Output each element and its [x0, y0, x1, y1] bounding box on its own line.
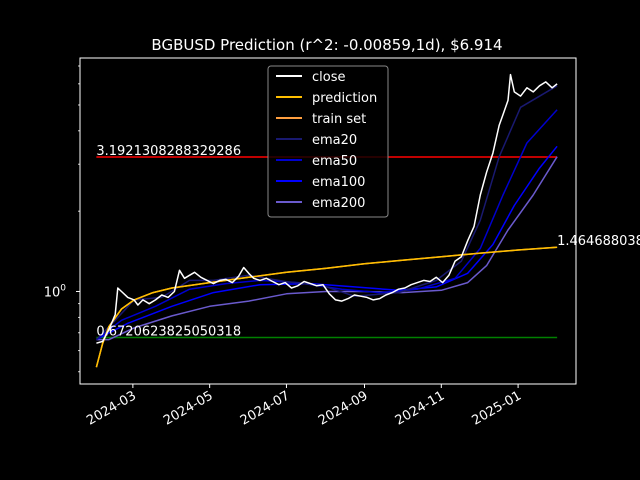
- legend: close prediction train set ema20 ema50 ema100…: [267, 65, 389, 218]
- annotation-label: 0.6720623825050318: [96, 325, 241, 340]
- series-line-ema50: [95, 109, 558, 341]
- legend-label: ema100: [312, 175, 365, 190]
- legend-label: ema20: [312, 133, 357, 148]
- axes-frame: [79, 57, 577, 385]
- legend-label: ema200: [312, 196, 365, 211]
- chart-title: BGBUSD Prediction (r^2: -0.00859,1d), $6…: [151, 36, 502, 54]
- annotation-label: 3.1921308288329286: [96, 144, 241, 159]
- legend-label: ema50: [312, 154, 357, 169]
- legend-box: [267, 65, 389, 218]
- annotation-label: 1.464688038: [557, 234, 640, 249]
- annotations: 3.1921308288329286 0.6720623825050318 1.46…: [96, 144, 640, 340]
- legend-label: train set: [312, 112, 366, 127]
- series-line-close: [96, 73, 558, 344]
- legend-label: close: [312, 70, 345, 85]
- series-line-prediction: [95, 246, 558, 368]
- series-line-ema200: [96, 156, 558, 341]
- legend-label: prediction: [312, 91, 377, 106]
- series-line-ema100: [96, 145, 558, 341]
